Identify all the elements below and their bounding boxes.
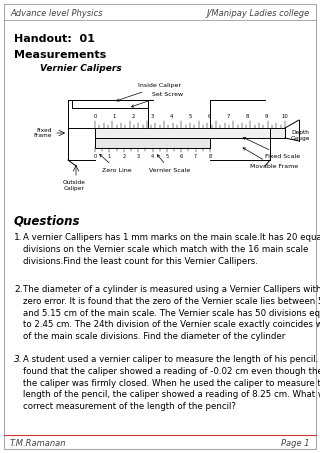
Bar	[95, 128, 285, 138]
Text: A vernier Callipers has 1 mm marks on the main scale.It has 20 equal
divisions o: A vernier Callipers has 1 mm marks on th…	[23, 233, 320, 265]
Text: 0: 0	[93, 114, 97, 119]
Text: A student used a vernier caliper to measure the length of his pencil. He
found t: A student used a vernier caliper to meas…	[23, 355, 320, 411]
Text: 10: 10	[282, 114, 288, 119]
Text: 8: 8	[245, 114, 249, 119]
Text: Set Screw: Set Screw	[131, 92, 184, 107]
Bar	[95, 138, 210, 148]
Text: 3: 3	[137, 154, 140, 159]
Text: Page 1: Page 1	[281, 439, 310, 448]
Text: Depth
Gauge: Depth Gauge	[290, 130, 310, 141]
Text: 6: 6	[207, 114, 211, 119]
Text: T.M.Ramanan: T.M.Ramanan	[10, 439, 67, 448]
Text: 5: 5	[188, 114, 192, 119]
Text: Inside Caliper: Inside Caliper	[116, 83, 181, 101]
Text: Zero Line: Zero Line	[100, 154, 132, 173]
Text: The diameter of a cylinder is measured using a Vernier Callipers with no
zero er: The diameter of a cylinder is measured u…	[23, 285, 320, 341]
Text: Handout:  01: Handout: 01	[14, 34, 95, 44]
Text: J/Manipay Ladies college: J/Manipay Ladies college	[207, 9, 310, 18]
Text: Questions: Questions	[14, 215, 81, 228]
Text: 2: 2	[122, 154, 125, 159]
Text: Vernier Calipers: Vernier Calipers	[40, 64, 122, 73]
Text: Outside
Caliper: Outside Caliper	[63, 180, 85, 191]
Text: 4: 4	[169, 114, 173, 119]
Text: Vernier Scale: Vernier Scale	[149, 155, 191, 173]
Text: 7: 7	[226, 114, 230, 119]
Text: 6: 6	[180, 154, 183, 159]
Text: 1: 1	[108, 154, 111, 159]
Text: 9: 9	[264, 114, 268, 119]
Text: Movable Frame: Movable Frame	[243, 148, 298, 169]
Text: 7: 7	[194, 154, 197, 159]
Text: Advance level Physics: Advance level Physics	[10, 9, 102, 18]
Text: Fixed
Frame: Fixed Frame	[34, 128, 52, 139]
Text: 1: 1	[112, 114, 116, 119]
Text: 2: 2	[131, 114, 135, 119]
Text: 3: 3	[150, 114, 154, 119]
Text: 2.: 2.	[14, 285, 22, 294]
Text: 1.: 1.	[14, 233, 23, 242]
Text: 8: 8	[208, 154, 212, 159]
Text: Fixed Scale: Fixed Scale	[243, 137, 300, 159]
Text: 3.: 3.	[14, 355, 23, 364]
Text: 0: 0	[93, 154, 97, 159]
Text: 5: 5	[165, 154, 168, 159]
Text: 4: 4	[151, 154, 154, 159]
Text: Measurements: Measurements	[14, 50, 106, 60]
